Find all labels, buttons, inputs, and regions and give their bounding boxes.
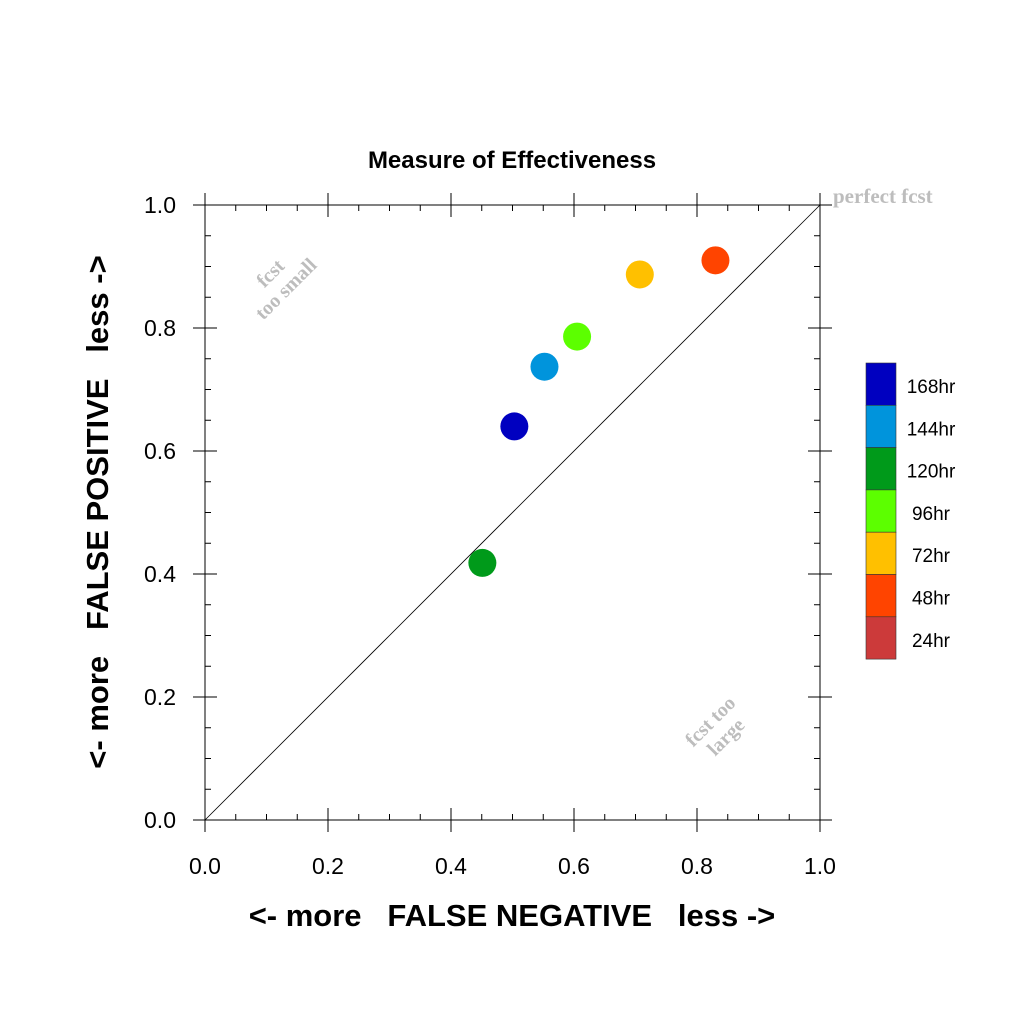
point-120hr xyxy=(468,548,497,577)
legend-swatch-96hr xyxy=(865,489,897,533)
legend-label-168hr: 168hr xyxy=(907,377,956,398)
annotation-fcst-too-large: fcst too large xyxy=(681,692,749,760)
legend: 168hr 144hr 120hr 96hr 72hr 48hr 24hr xyxy=(865,362,956,660)
x-tick-label: 0.6 xyxy=(558,853,590,879)
x-tick-labels: 0.0 0.2 0.4 0.6 0.8 1.0 xyxy=(189,853,836,879)
plot-area: 0.0 0.2 0.4 0.6 0.8 1.0 0.0 0.2 0.4 0.6 0.8 1.0 xyxy=(144,192,836,879)
point-48hr xyxy=(701,246,730,275)
legend-swatch-144hr xyxy=(865,404,897,448)
y-tick-label: 0.8 xyxy=(144,315,176,341)
y-tick-label: 1.0 xyxy=(144,192,176,218)
annotation-perfect-fcst: perfect fcst xyxy=(833,184,933,208)
point-144hr xyxy=(530,352,559,381)
axis-ticks xyxy=(193,193,832,832)
annotation-fcst-too-small: fcst too small xyxy=(251,254,321,324)
y-tick-label: 0.0 xyxy=(144,807,176,833)
x-tick-label: 0.8 xyxy=(681,853,713,879)
legend-label-144hr: 144hr xyxy=(907,419,956,440)
diagonal-reference-line xyxy=(204,204,821,821)
annotation-too-small-line2: too small xyxy=(251,254,321,324)
point-96hr xyxy=(563,322,592,351)
x-tick-label: 1.0 xyxy=(804,853,836,879)
y-axis-label: <- more FALSE POSITIVE less -> xyxy=(80,255,115,768)
point-168hr xyxy=(500,412,529,441)
x-tick-label: 0.2 xyxy=(312,853,344,879)
x-tick-label: 0.4 xyxy=(435,853,467,879)
data-points xyxy=(468,246,730,577)
legend-swatch-120hr xyxy=(865,447,897,491)
y-tick-label: 0.2 xyxy=(144,684,176,710)
y-tick-label: 0.4 xyxy=(144,561,176,587)
legend-label-120hr: 120hr xyxy=(907,462,956,483)
legend-label-24hr: 24hr xyxy=(912,631,951,652)
x-tick-label: 0.0 xyxy=(189,853,221,879)
chart-title: Measure of Effectiveness xyxy=(368,147,656,174)
legend-swatch-24hr xyxy=(865,616,897,660)
legend-label-48hr: 48hr xyxy=(912,589,951,610)
legend-swatch-168hr xyxy=(865,362,897,406)
y-tick-labels: 0.0 0.2 0.4 0.6 0.8 1.0 xyxy=(144,192,176,833)
x-axis-label: <- more FALSE NEGATIVE less -> xyxy=(249,898,776,933)
legend-swatch-72hr xyxy=(865,531,897,575)
point-72hr xyxy=(625,260,654,289)
legend-label-72hr: 72hr xyxy=(912,546,951,567)
y-tick-label: 0.6 xyxy=(144,438,176,464)
legend-swatch-48hr xyxy=(865,574,897,618)
legend-label-96hr: 96hr xyxy=(912,504,951,525)
